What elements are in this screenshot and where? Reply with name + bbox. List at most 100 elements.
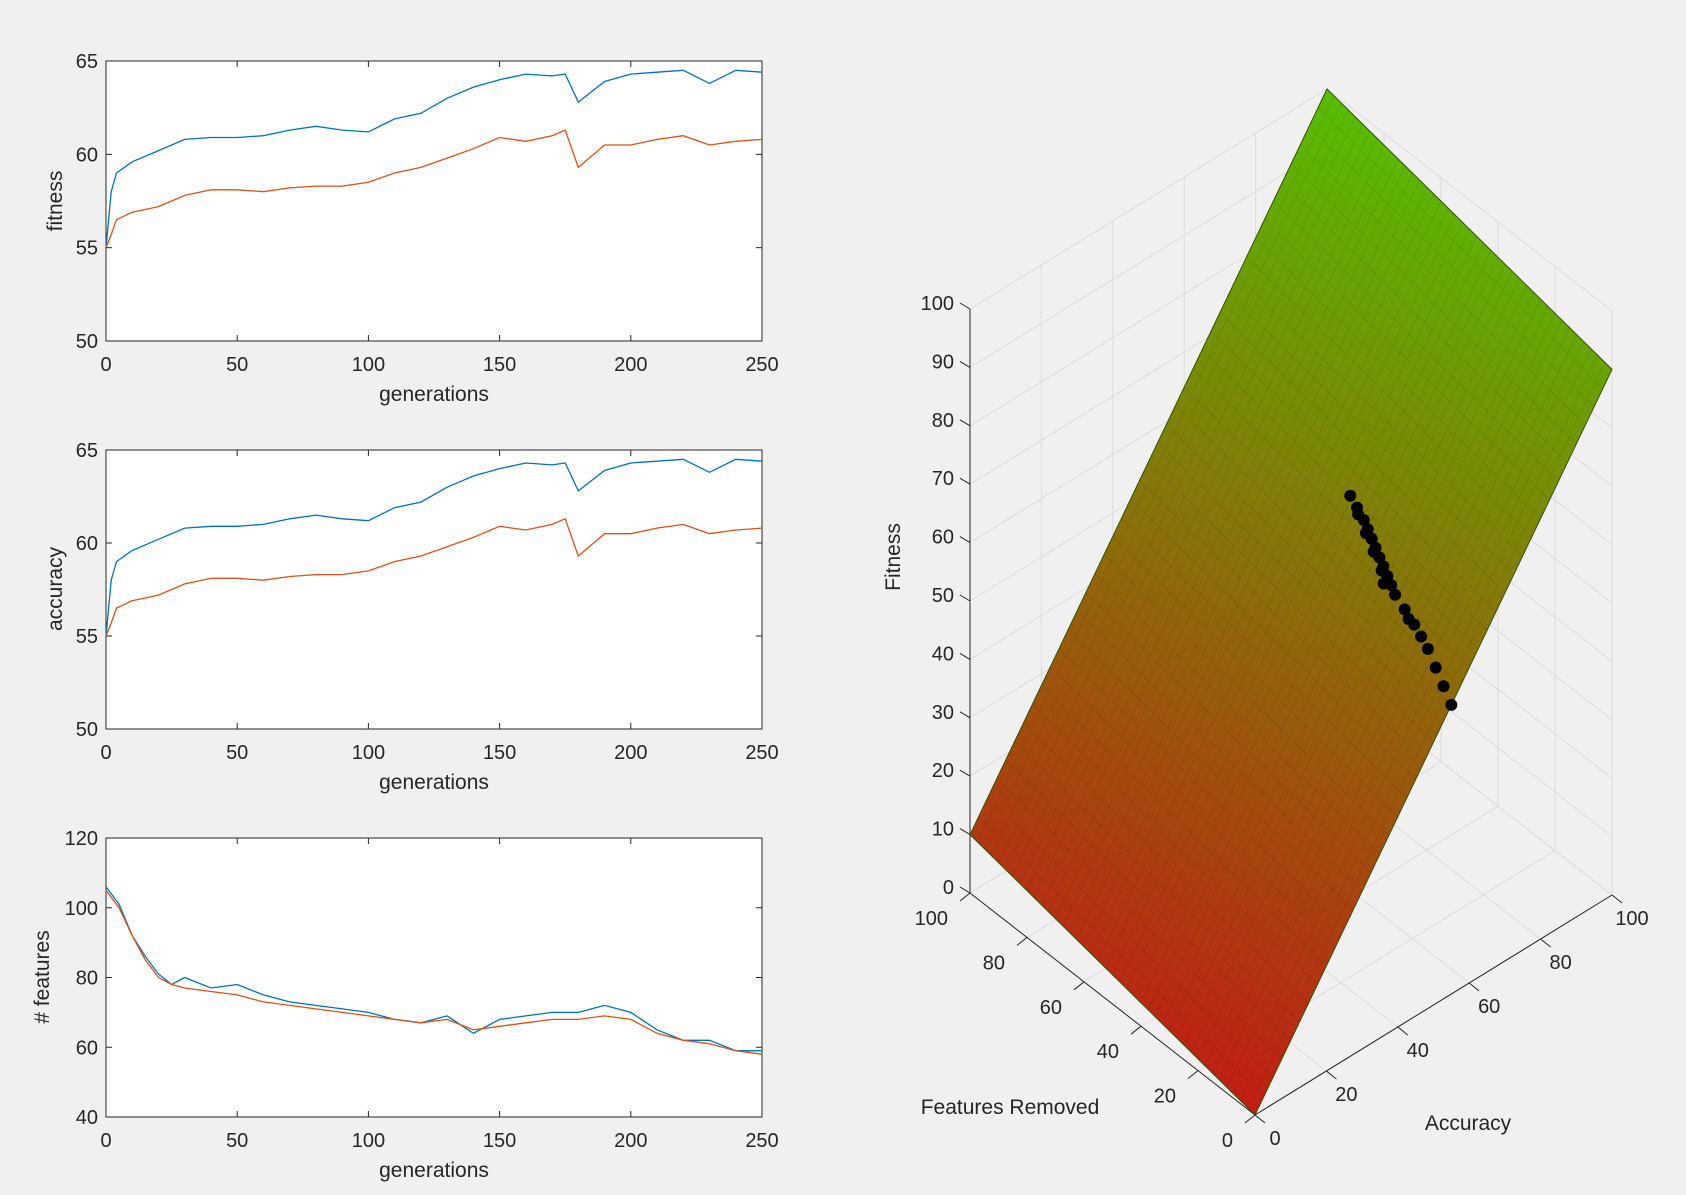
surface-mesh-line	[1197, 313, 1556, 1060]
surface-ztick-mark	[959, 477, 971, 485]
surface-mesh-line	[1090, 208, 1449, 954]
surface-mesh-line	[1300, 144, 1586, 426]
surface-ytick-mark	[1016, 937, 1028, 946]
surface-mesh-line	[1233, 348, 1591, 1095]
surface-mesh-line	[1067, 629, 1354, 911]
surface-ztick-label: 70	[932, 468, 954, 490]
accuracy-ytick-label: 60	[76, 533, 98, 555]
surface-xtick-label: 20	[1335, 1084, 1357, 1106]
surface-mesh-line	[1133, 250, 1492, 996]
surface-mesh-line	[987, 797, 1274, 1078]
surface-mesh-line	[1055, 172, 1413, 919]
surface-mesh-line	[1308, 126, 1595, 407]
surface-mesh-line	[1162, 278, 1520, 1024]
surface-xtick-mark	[1611, 894, 1623, 904]
surface-xtick-label: 0	[1269, 1128, 1280, 1150]
surface-mesh-line	[1085, 592, 1372, 873]
surface-ztick-label: 50	[932, 585, 954, 607]
surface-mesh-line	[1097, 215, 1456, 961]
accuracy-axis-line	[1254, 894, 1613, 1116]
fitness-lines	[105, 69, 763, 248]
surface-mesh-line	[1148, 461, 1434, 743]
surface-mesh-line	[1254, 369, 1613, 1116]
population-point	[1352, 508, 1365, 521]
surface-xtick-mark	[1326, 1070, 1337, 1080]
surface-mesh-line	[1228, 293, 1515, 575]
surface-mesh-line	[1190, 306, 1549, 1053]
population-point	[1367, 545, 1380, 558]
features-xtick-label: 200	[614, 1130, 647, 1152]
surface-mesh-line	[1240, 355, 1599, 1102]
features-xtick-label: 0	[100, 1130, 111, 1152]
accuracy-series-2-line	[105, 517, 763, 637]
accuracy-ytick-label: 55	[76, 626, 98, 648]
population-point	[1445, 698, 1458, 711]
surface-ytick-label: 100	[915, 908, 948, 930]
population-point	[1429, 661, 1442, 674]
surface-mesh-line	[1126, 243, 1485, 989]
surface-mesh-line	[998, 116, 1356, 863]
surface-ytick-mark	[959, 892, 971, 902]
fitness-ytick-label: 65	[76, 51, 98, 73]
population-point	[1389, 588, 1402, 601]
surface-mesh-line	[1204, 320, 1563, 1067]
surface-ztick-mark	[959, 711, 971, 719]
features-lines	[105, 886, 763, 1055]
surface-mesh-line	[1201, 349, 1488, 631]
surface-mesh-line	[1112, 536, 1399, 817]
surface-mesh-line	[1219, 334, 1577, 1081]
features-xtick-label: 100	[352, 1130, 385, 1152]
surface-mesh-line	[1176, 292, 1534, 1039]
accuracy-xtick-label: 150	[483, 742, 516, 764]
surface-mesh-line	[1040, 158, 1399, 905]
surface-ztick-mark	[959, 360, 971, 368]
surface-mesh-line	[1247, 362, 1606, 1109]
back-wall-grid-line	[969, 88, 1328, 310]
surface-mesh-line	[1169, 285, 1527, 1032]
surface-mesh-line	[1130, 498, 1416, 780]
surface-mesh-line	[1183, 387, 1470, 668]
surface-mesh-line	[1023, 722, 1309, 1004]
surface-ztick-label: 10	[932, 819, 954, 841]
surface-ytick-mark	[1244, 1114, 1256, 1124]
surface-mesh-line	[1026, 144, 1385, 891]
surface-mesh-line	[1317, 107, 1604, 389]
surface-plot: 0 10 20 30 40 50 60 70 80 90 100 0 20 40 60 80 100 0 20 40 6…	[882, 88, 1649, 1152]
accuracy-xtick-label: 0	[100, 742, 111, 764]
surface-mesh-line	[1183, 299, 1542, 1046]
surface-mesh-line	[1005, 759, 1291, 1041]
fitness-xtick-label: 250	[745, 354, 778, 376]
surface-ztick-label: 100	[921, 293, 954, 315]
surface-mesh-line	[1255, 237, 1541, 519]
surface-ztick-mark	[959, 886, 971, 894]
surface-mesh-line	[1246, 256, 1532, 538]
surface-mesh-line	[1119, 236, 1477, 982]
surface-ytick-mark	[1130, 1025, 1142, 1035]
surface-xtick-label: 40	[1407, 1040, 1429, 1062]
surface-mesh	[969, 88, 1613, 1116]
surface-ytick-label: 40	[1097, 1041, 1119, 1063]
surface-ticks: 0 10 20 30 40 50 60 70 80 90 100 0 20 40 60 80 100 0 20 40 6…	[915, 293, 1649, 1152]
population-point	[1344, 489, 1357, 502]
fitness-xtick-label: 50	[226, 354, 248, 376]
surface-mesh-line	[1033, 151, 1392, 898]
population-point	[1437, 680, 1450, 693]
surface-mesh-line	[1083, 201, 1442, 947]
features-xtick-label: 50	[226, 1130, 248, 1152]
population-point	[1415, 630, 1428, 643]
surface-mesh-line	[1192, 368, 1479, 650]
surface-mesh-line	[1264, 219, 1550, 501]
features-series-2-line	[105, 889, 763, 1055]
surface-mesh-line	[1210, 331, 1497, 612]
surface-mesh-line	[1048, 165, 1406, 912]
fitness-xtick-label: 0	[100, 354, 111, 376]
surface-ylabel: Features Removed	[921, 1096, 1100, 1119]
features-ytick-label: 120	[65, 828, 98, 850]
surface-xtick-mark	[1397, 1026, 1409, 1036]
features-ticks: 0 50 100 150 200 250 40 60 80 100 120	[65, 828, 779, 1152]
fitness-plot-area	[105, 60, 763, 342]
surface-mesh-line	[1094, 573, 1381, 855]
surface-ytick-label: 0	[1222, 1130, 1233, 1152]
